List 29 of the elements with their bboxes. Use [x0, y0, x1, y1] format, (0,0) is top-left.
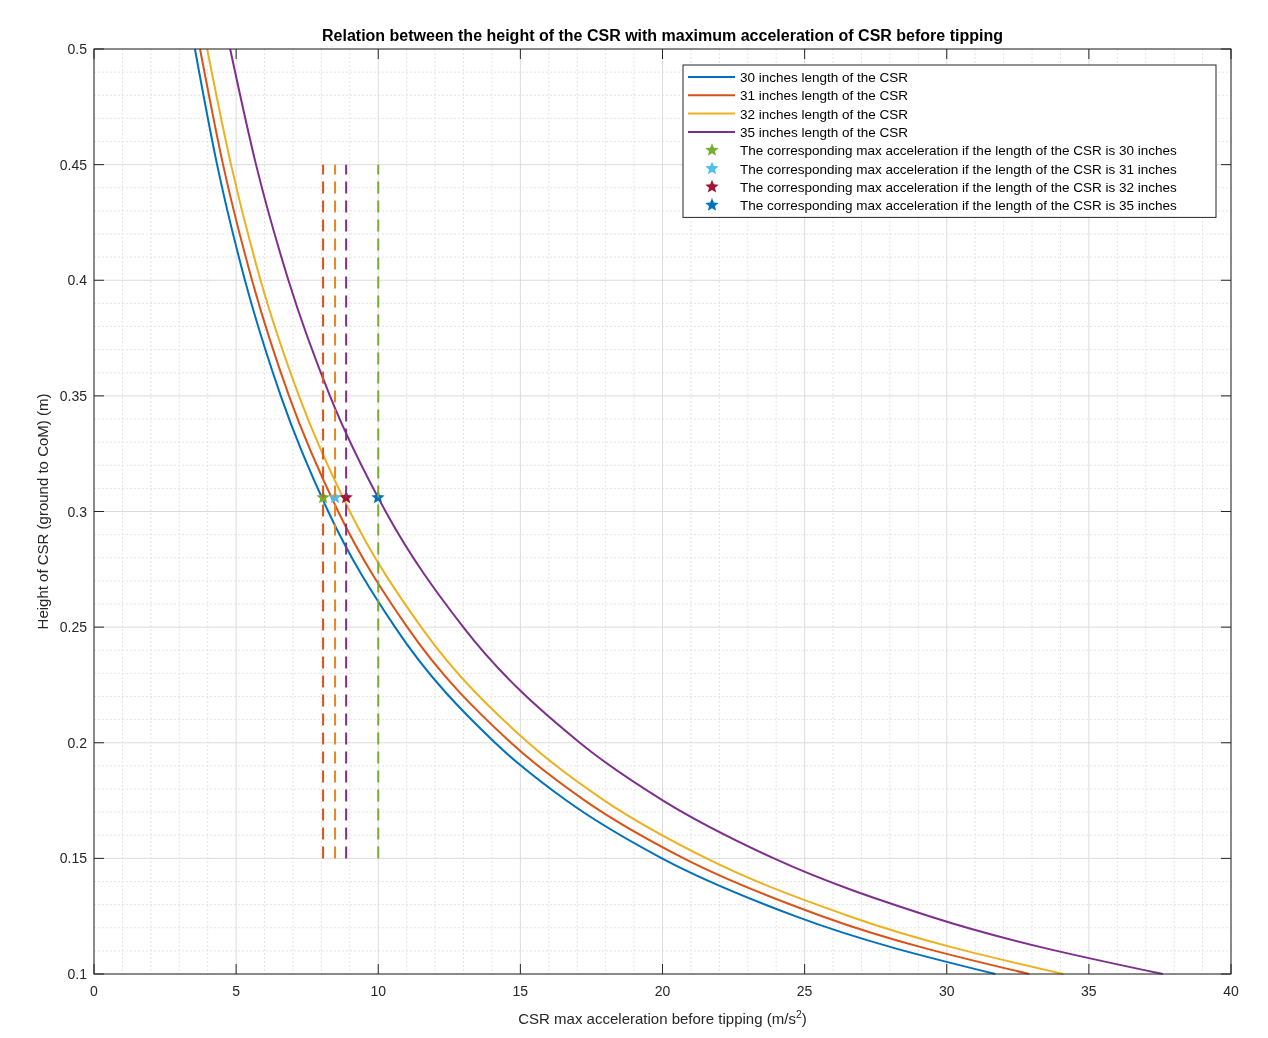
legend-label: The corresponding max acceleration if the length of the CSR is 32 inches: [740, 179, 1177, 195]
y-tick-label: 0.4: [67, 272, 88, 289]
x-tick-label: 5: [232, 983, 241, 999]
legend-label: 35 inches length of the CSR: [740, 124, 909, 140]
chart-title: Relation between the height of the CSR with maximum acceleration of CSR before tipping: [322, 27, 1003, 44]
y-tick-label: 0.3: [67, 503, 88, 520]
legend-label: The corresponding max acceleration if the length of the CSR is 31 inches: [740, 161, 1177, 177]
x-tick-label: 40: [1223, 983, 1239, 999]
legend-label: The corresponding max acceleration if the length of the CSR is 30 inches: [740, 143, 1177, 159]
x-axis-title: CSR max acceleration before tipping (m/s$^{2}$): [518, 1008, 807, 1027]
x-tick-label: 15: [512, 983, 529, 999]
y-tick-label: 0.5: [67, 41, 88, 57]
x-tick-label: 20: [654, 983, 671, 999]
legend-label: 32 inches length of the CSR: [740, 106, 909, 122]
legend-label: 30 inches length of the CSR: [740, 70, 909, 85]
x-tick-label: 35: [1081, 983, 1097, 999]
x-tick-label: 25: [796, 983, 813, 999]
legend-label: 31 inches length of the CSR: [740, 88, 909, 104]
y-tick-label: 0.35: [59, 387, 88, 404]
y-tick-label: 0.1: [67, 966, 88, 982]
x-tick-label: 30: [938, 983, 955, 999]
y-tick-label: 0.2: [67, 734, 88, 751]
y-tick-label: 0.45: [59, 156, 88, 173]
y-tick-label: 0.25: [59, 619, 88, 636]
legend-label: The corresponding max acceleration if the length of the CSR is 35 inches: [740, 198, 1177, 214]
x-tick-label: 0: [90, 983, 99, 999]
x-tick-label: 10: [370, 983, 387, 999]
y-tick-label: 0.15: [59, 850, 88, 867]
y-axis-title: Height of CSR (ground to CoM) (m): [34, 393, 51, 630]
